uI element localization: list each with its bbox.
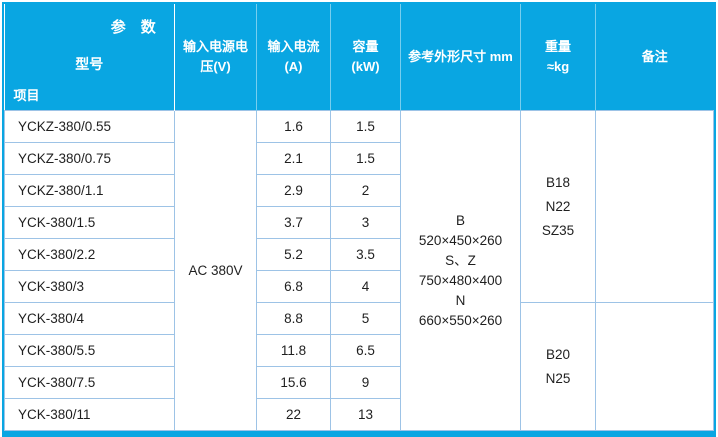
table-body: YCKZ-380/0.55 AC 380V 1.6 1.5 B 520×450×… <box>4 110 714 431</box>
current-cell: 6.8 <box>256 270 331 303</box>
current-cell: 3.7 <box>256 206 331 239</box>
remarks-header: 备注 <box>595 4 714 111</box>
voltage-header: 输入电源电 压(V) <box>174 4 257 111</box>
table-row: YCK-380/2.2 5.2 3.5 <box>4 238 714 271</box>
model-cell: YCK-380/11 <box>4 398 175 431</box>
current-cell: 2.1 <box>256 142 331 175</box>
table-row: YCKZ-380/0.75 2.1 1.5 <box>4 142 714 175</box>
model-cell: YCKZ-380/0.55 <box>4 110 175 143</box>
capacity-cell: 2 <box>330 174 401 207</box>
model-cell: YCKZ-380/0.75 <box>4 142 175 175</box>
model-cell: YCK-380/4 <box>4 302 175 335</box>
current-cell: 22 <box>256 398 331 431</box>
capacity-header: 容量 (kW) <box>330 4 401 111</box>
spec-table: 参 数 型号 项目 输入电源电 压(V) 输入电流 (A) 容量 (kW) 参考… <box>4 4 714 431</box>
capacity-cell: 9 <box>330 366 401 399</box>
capacity-cell: 3.5 <box>330 238 401 271</box>
capacity-cell: 3 <box>330 206 401 239</box>
table-row: YCK-380/11 22 13 <box>4 398 714 431</box>
remarks-cell-group2 <box>595 302 714 431</box>
table-row: YCK-380/3 6.8 4 <box>4 270 714 303</box>
current-cell: 11.8 <box>256 334 331 367</box>
voltage-cell: AC 380V <box>174 110 257 431</box>
table-row: YCK-380/5.5 11.8 6.5 <box>4 334 714 367</box>
capacity-cell: 13 <box>330 398 401 431</box>
model-cell: YCK-380/3 <box>4 270 175 303</box>
weight-cell-group1: B18 N22 SZ35 <box>520 110 596 303</box>
current-cell: 15.6 <box>256 366 331 399</box>
capacity-cell: 5 <box>330 302 401 335</box>
dimensions-cell: B 520×450×260 S、Z 750×480×400 N 660×550×… <box>400 110 521 431</box>
weight-header: 重量 ≈kg <box>520 4 596 111</box>
model-cell: YCK-380/1.5 <box>4 206 175 239</box>
current-cell: 5.2 <box>256 238 331 271</box>
capacity-cell: 1.5 <box>330 110 401 143</box>
params-label: 参 数 <box>110 19 156 36</box>
table-row: YCKZ-380/0.55 AC 380V 1.6 1.5 B 520×450×… <box>4 110 714 431</box>
capacity-cell: 6.5 <box>330 334 401 367</box>
corner-header-cell: 参 数 型号 项目 <box>4 4 175 111</box>
table-row: YCK-380/4 8.8 5 B20 N25 <box>4 302 714 431</box>
weight-cell-group2: B20 N25 <box>520 302 596 431</box>
current-cell: 8.8 <box>256 302 331 335</box>
table-row: YCKZ-380/1.1 2.9 2 <box>4 174 714 207</box>
item-label: 项目 <box>13 88 40 103</box>
capacity-cell: 1.5 <box>330 142 401 175</box>
model-cell: YCK-380/5.5 <box>4 334 175 367</box>
capacity-cell: 4 <box>330 270 401 303</box>
model-cell: YCK-380/2.2 <box>4 238 175 271</box>
model-cell: YCK-380/7.5 <box>4 366 175 399</box>
current-cell: 1.6 <box>256 110 331 143</box>
model-cell: YCKZ-380/1.1 <box>4 174 175 207</box>
current-cell: 2.9 <box>256 174 331 207</box>
current-header: 输入电流 (A) <box>256 4 331 111</box>
model-header-label: 型号 <box>75 56 104 72</box>
dimensions-header: 参考外形尺寸 mm <box>400 4 521 111</box>
header-row: 参 数 型号 项目 输入电源电 压(V) 输入电流 (A) 容量 (kW) 参考… <box>4 4 714 111</box>
table-row: YCK-380/7.5 15.6 9 <box>4 366 714 399</box>
remarks-cell-group1 <box>595 110 714 303</box>
table-header: 参 数 型号 项目 输入电源电 压(V) 输入电流 (A) 容量 (kW) 参考… <box>4 4 714 111</box>
